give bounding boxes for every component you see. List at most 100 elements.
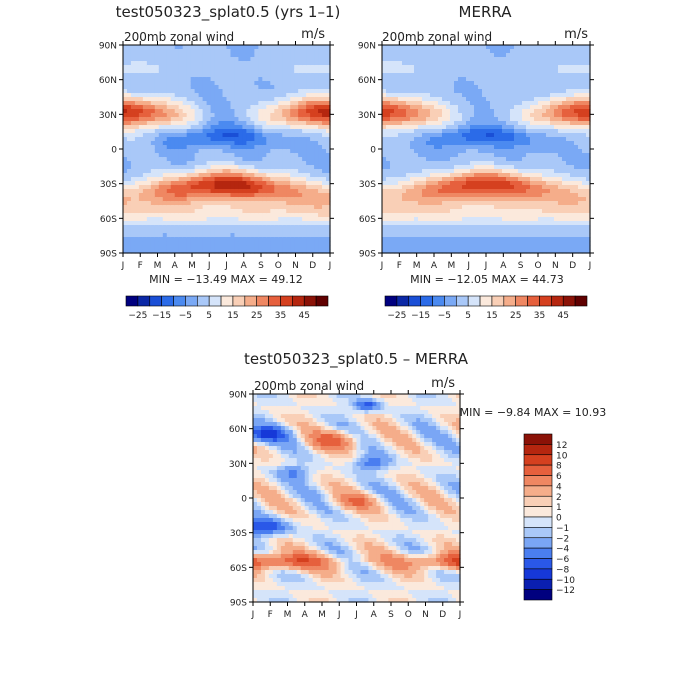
field-cell bbox=[450, 113, 455, 118]
field-cell bbox=[474, 245, 479, 250]
field-cell bbox=[306, 181, 311, 186]
field-cell bbox=[318, 173, 323, 178]
field-cell bbox=[226, 65, 232, 70]
field-cell bbox=[478, 241, 483, 246]
field-cell bbox=[230, 249, 236, 254]
field-cell bbox=[178, 193, 184, 198]
field-cell bbox=[458, 49, 463, 54]
field-cell bbox=[254, 173, 259, 178]
field-cell bbox=[158, 153, 164, 158]
field-cell bbox=[446, 165, 451, 170]
field-cell bbox=[542, 45, 547, 50]
field-cell bbox=[542, 101, 547, 106]
field-cell bbox=[262, 89, 267, 94]
field-cell bbox=[278, 161, 283, 166]
field-cell bbox=[230, 113, 236, 118]
field-cell bbox=[538, 193, 543, 198]
field-cell bbox=[458, 145, 463, 150]
field-cell bbox=[202, 205, 208, 210]
field-cell bbox=[414, 233, 419, 238]
field-cell bbox=[214, 81, 220, 86]
field-cell bbox=[318, 77, 323, 82]
field-cell bbox=[390, 73, 395, 78]
field-cell bbox=[318, 249, 323, 254]
field-cell bbox=[510, 169, 515, 174]
field-cell bbox=[298, 121, 303, 126]
field-cell bbox=[146, 57, 152, 62]
field-cell bbox=[194, 245, 200, 250]
field-cell bbox=[202, 121, 208, 126]
field-cell bbox=[282, 101, 287, 106]
field-cell bbox=[514, 213, 519, 218]
field-cell bbox=[266, 129, 271, 134]
field-cell bbox=[422, 145, 427, 150]
field-cell bbox=[242, 241, 248, 246]
field-cell bbox=[402, 57, 407, 62]
field-cell bbox=[234, 161, 240, 166]
field-cell bbox=[286, 241, 291, 246]
field-cell bbox=[306, 245, 311, 250]
field-cell bbox=[466, 249, 471, 254]
field-cell bbox=[146, 217, 152, 222]
field-cell bbox=[130, 149, 136, 154]
field-cell bbox=[142, 57, 148, 62]
field-cell bbox=[506, 173, 511, 178]
field-cell bbox=[458, 149, 463, 154]
field-cell bbox=[490, 205, 495, 210]
field-cell bbox=[446, 249, 451, 254]
field-cell bbox=[150, 97, 156, 102]
field-cell bbox=[230, 93, 236, 98]
field-cell bbox=[298, 73, 303, 78]
field-cell bbox=[450, 245, 455, 250]
field-cell bbox=[238, 181, 244, 186]
field-cell bbox=[274, 149, 279, 154]
field-cell bbox=[538, 65, 543, 70]
field-cell bbox=[478, 213, 483, 218]
field-cell bbox=[526, 137, 531, 142]
field-cell bbox=[482, 93, 487, 98]
colorbar-swatch bbox=[125, 295, 139, 307]
field-cell bbox=[382, 169, 387, 174]
field-cell bbox=[286, 173, 291, 178]
field-cell bbox=[282, 217, 287, 222]
field-cell bbox=[238, 221, 244, 226]
field-cell bbox=[258, 169, 263, 174]
field-cell bbox=[250, 189, 255, 194]
field-cell bbox=[466, 65, 471, 70]
field-cell bbox=[458, 157, 463, 162]
field-cell bbox=[322, 205, 327, 210]
field-cell bbox=[190, 165, 196, 170]
field-cell bbox=[218, 113, 224, 118]
field-cell bbox=[454, 129, 459, 134]
field-cell bbox=[382, 97, 387, 102]
field-cell bbox=[194, 53, 200, 58]
field-cell bbox=[290, 217, 295, 222]
field-cell bbox=[142, 61, 148, 66]
field-cell bbox=[482, 97, 487, 102]
field-cell bbox=[534, 73, 539, 78]
field-cell bbox=[158, 173, 164, 178]
field-cell bbox=[466, 233, 471, 238]
field-cell bbox=[478, 149, 483, 154]
field-cell bbox=[530, 89, 535, 94]
field-cell bbox=[502, 105, 507, 110]
field-cell bbox=[162, 249, 168, 254]
field-cell bbox=[490, 129, 495, 134]
field-cell bbox=[194, 145, 200, 150]
field-cell bbox=[158, 49, 164, 54]
field-cell bbox=[254, 137, 259, 142]
field-cell bbox=[546, 201, 551, 206]
field-cell bbox=[286, 65, 291, 70]
field-cell bbox=[450, 153, 455, 158]
field-cell bbox=[478, 237, 483, 242]
field-cell bbox=[286, 145, 291, 150]
field-cell bbox=[242, 193, 248, 198]
field-cell bbox=[294, 121, 299, 126]
field-cell bbox=[178, 53, 184, 58]
field-cell bbox=[186, 49, 192, 54]
field-cell bbox=[530, 57, 535, 62]
field-cell bbox=[310, 233, 315, 238]
field-cell bbox=[190, 229, 196, 234]
field-cell bbox=[290, 49, 295, 54]
